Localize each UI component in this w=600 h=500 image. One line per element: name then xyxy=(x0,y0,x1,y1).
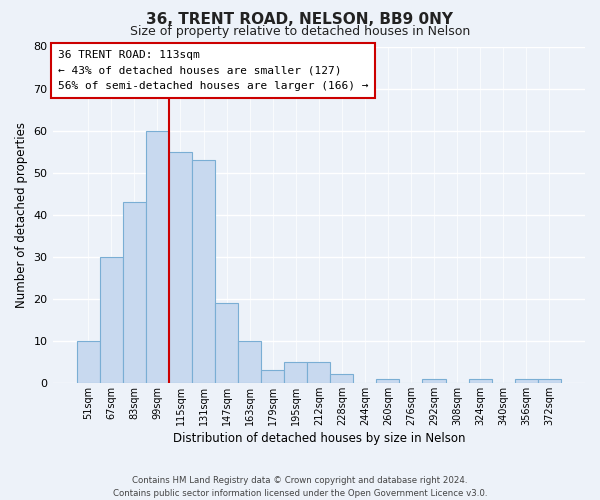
Y-axis label: Number of detached properties: Number of detached properties xyxy=(15,122,28,308)
X-axis label: Distribution of detached houses by size in Nelson: Distribution of detached houses by size … xyxy=(173,432,465,445)
Bar xyxy=(284,362,307,383)
Bar xyxy=(146,130,169,383)
Bar xyxy=(515,378,538,383)
Bar xyxy=(192,160,215,383)
Bar xyxy=(123,202,146,383)
Bar xyxy=(261,370,284,383)
Bar xyxy=(307,362,330,383)
Text: Size of property relative to detached houses in Nelson: Size of property relative to detached ho… xyxy=(130,25,470,38)
Bar xyxy=(100,257,123,383)
Bar xyxy=(215,303,238,383)
Bar xyxy=(169,152,192,383)
Bar xyxy=(376,378,400,383)
Bar xyxy=(538,378,561,383)
Bar xyxy=(469,378,491,383)
Bar xyxy=(77,341,100,383)
Bar xyxy=(422,378,446,383)
Bar xyxy=(330,374,353,383)
Text: 36 TRENT ROAD: 113sqm
← 43% of detached houses are smaller (127)
56% of semi-det: 36 TRENT ROAD: 113sqm ← 43% of detached … xyxy=(58,50,368,91)
Bar xyxy=(238,341,261,383)
Text: 36, TRENT ROAD, NELSON, BB9 0NY: 36, TRENT ROAD, NELSON, BB9 0NY xyxy=(146,12,454,28)
Text: Contains HM Land Registry data © Crown copyright and database right 2024.
Contai: Contains HM Land Registry data © Crown c… xyxy=(113,476,487,498)
